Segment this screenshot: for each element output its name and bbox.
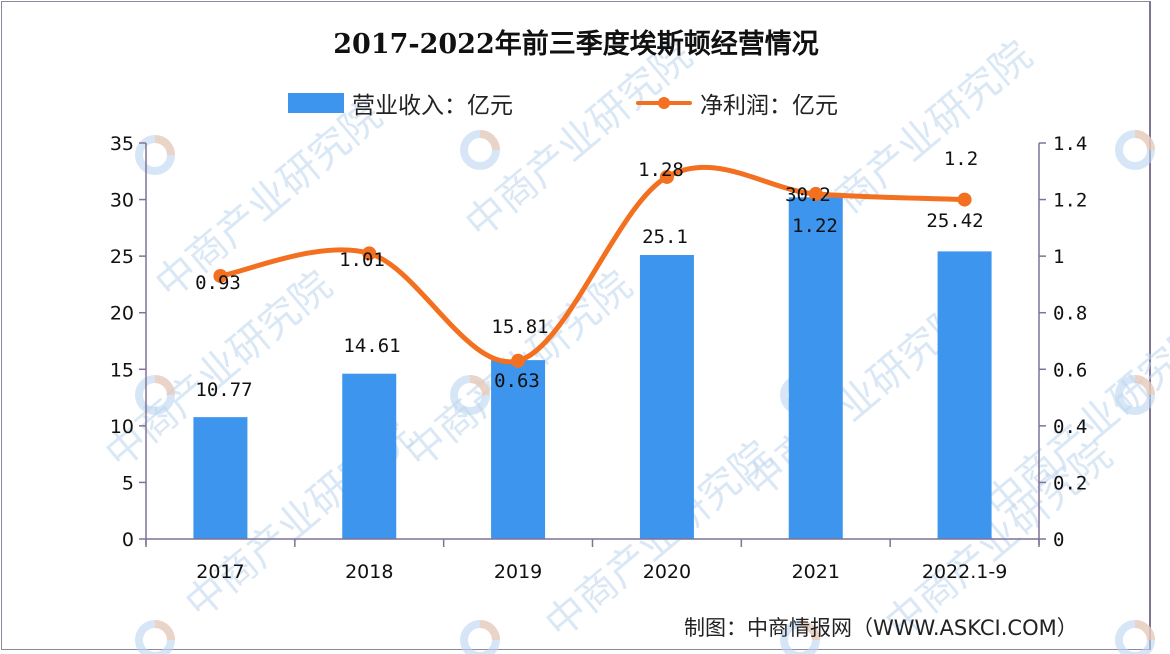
x-axis-category-label: 2020	[643, 561, 691, 583]
line-value-label: 1.01	[339, 249, 385, 271]
chart-title: 2017-2022年前三季度埃斯顿经营情况	[333, 29, 819, 60]
right-axis-tick-label: 0.8	[1053, 303, 1087, 325]
watermark-logo-icon	[799, 620, 820, 641]
bar-value-label: 25.1	[642, 226, 688, 248]
bar-revenue-2021	[788, 197, 843, 539]
line-value-label: 0.93	[195, 272, 241, 294]
right-axis-tick-label: 0.6	[1053, 359, 1087, 381]
line-value-label: 1.22	[792, 215, 838, 237]
line-value-label: 1.28	[638, 159, 684, 181]
right-axis-tick-label: 0.4	[1053, 416, 1087, 438]
net-profit-point-2019	[511, 353, 526, 368]
left-axis-tick-label: 30	[110, 190, 134, 212]
right-axis-tick-label: 1.2	[1053, 190, 1087, 212]
watermark-text: 中商产业研究院	[147, 92, 391, 307]
bar-revenue-2022.1-9	[937, 251, 992, 539]
right-axis-tick-label: 0	[1053, 529, 1064, 551]
source-credit: 制图：中商情报网（WWW.ASKCI.COM）	[684, 616, 1078, 640]
x-axis-category-label: 2017	[196, 561, 244, 583]
watermark-logo-icon	[1134, 130, 1155, 151]
legend-item-revenue: 营业收入：亿元	[288, 88, 513, 119]
left-axis-tick-label: 15	[110, 359, 134, 381]
watermark-logo-icon	[469, 375, 490, 396]
left-axis-tick-label: 0	[122, 529, 134, 551]
x-axis-category-label: 2021	[792, 561, 840, 583]
line-legend-swatch-icon	[636, 93, 692, 113]
bar-revenue-2018	[342, 373, 397, 539]
watermark-logo-icon	[154, 620, 175, 641]
left-axis-tick-label: 35	[110, 133, 134, 155]
bar-legend-swatch-icon	[288, 93, 344, 113]
x-axis-category-label: 2018	[345, 561, 393, 583]
left-axis-tick-label: 5	[122, 472, 134, 494]
line-value-label: 1.2	[944, 148, 978, 170]
bar-value-label: 14.61	[343, 335, 400, 357]
left-axis-tick-label: 10	[110, 416, 134, 438]
bar-value-label: 30.2	[785, 184, 831, 206]
left-axis-tick-label: 20	[110, 303, 134, 325]
net-profit-point-2018	[362, 246, 377, 261]
bar-revenue-2019	[491, 360, 546, 539]
bar-revenue-2017	[193, 417, 248, 539]
right-axis-tick-label: 1.4	[1053, 133, 1087, 155]
bar-revenue-2020	[639, 255, 694, 540]
watermark-logo-icon	[479, 620, 500, 641]
net-profit-point-2017	[213, 268, 228, 283]
legend-label-revenue: 营业收入：亿元	[352, 93, 513, 119]
bar-value-label: 25.42	[926, 210, 983, 232]
bar-value-label: 10.77	[195, 379, 252, 401]
right-axis-tick-label: 1	[1053, 246, 1064, 268]
watermark-logo-icon	[1134, 620, 1155, 641]
watermark-logo-icon	[479, 130, 500, 151]
net-profit-point-2022.1-9	[957, 192, 972, 207]
x-axis-category-label: 2019	[494, 561, 542, 583]
watermark-logo-icon	[154, 375, 175, 396]
right-axis-tick-label: 0.2	[1053, 472, 1087, 494]
bar-value-label: 15.81	[491, 316, 548, 338]
net-profit-point-2021	[808, 186, 823, 201]
legend-label-net-profit: 净利润：亿元	[700, 93, 838, 119]
legend-item-net-profit: 净利润：亿元	[636, 88, 838, 119]
net-profit-point-2020	[659, 169, 674, 184]
left-axis-tick-label: 25	[110, 246, 134, 268]
x-axis-category-label: 2022.1-9	[922, 561, 1007, 583]
line-value-label: 0.63	[494, 370, 540, 392]
watermark-logo-icon	[1134, 375, 1155, 396]
watermark-logo-icon	[154, 135, 175, 156]
